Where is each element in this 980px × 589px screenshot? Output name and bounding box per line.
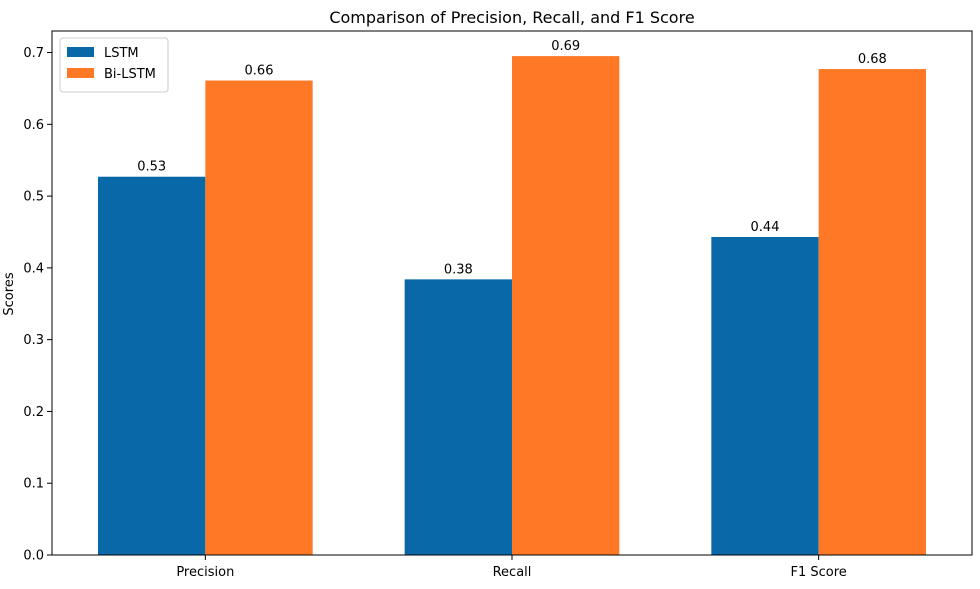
plot-area: 0.53 0.66 Precision 0.38 0.69 Recall 0.44 0.68 F… [23, 30, 973, 580]
bar-bi-lstm-2 [818, 69, 926, 556]
y-tick-label: 0.1 [23, 477, 44, 492]
y-tick-label: 0.4 [23, 261, 44, 276]
bar-lstm-0 [98, 176, 206, 555]
legend-swatch-bi-lstm [67, 68, 94, 78]
y-tick-label: 0.6 [23, 118, 44, 133]
data-label: 0.66 [245, 64, 274, 79]
chart-title: Comparison of Precision, Recall, and F1 … [329, 8, 694, 27]
x-tick-label: Recall [493, 565, 532, 580]
plot-frame [51, 30, 973, 556]
bar-lstm-1 [404, 279, 512, 555]
bar-lstm-2 [711, 237, 819, 555]
bar-bi-lstm-0 [205, 80, 313, 555]
data-label: 0.44 [751, 220, 780, 235]
legend: LSTM Bi-LSTM [59, 37, 169, 93]
x-tick-label: F1 Score [791, 565, 847, 580]
y-tick-label: 0.0 [23, 549, 44, 564]
x-tick-label: Precision [176, 565, 234, 580]
data-label: 0.38 [444, 262, 473, 277]
y-tick-label: 0.2 [23, 405, 44, 420]
y-tick-label: 0.5 [23, 190, 44, 205]
legend-label: LSTM [104, 46, 139, 61]
data-label: 0.69 [551, 39, 580, 54]
legend-label: Bi-LSTM [104, 67, 156, 82]
data-label: 0.53 [137, 160, 166, 175]
y-tick-label: 0.3 [23, 333, 44, 348]
bar-bi-lstm-1 [512, 56, 620, 555]
y-axis-title: Scores [2, 272, 17, 315]
legend-swatch-lstm [67, 47, 94, 57]
data-label: 0.68 [858, 52, 887, 67]
y-tick-label: 0.7 [23, 46, 44, 61]
